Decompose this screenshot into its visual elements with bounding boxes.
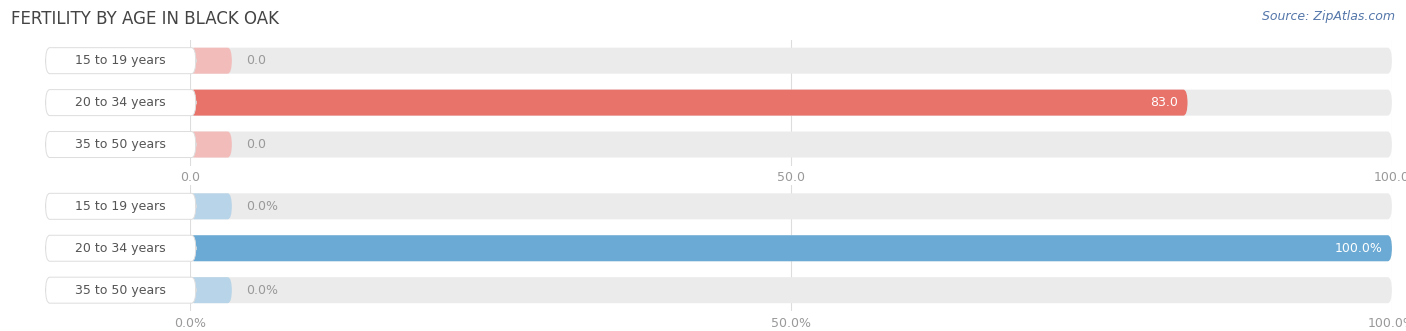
Text: 35 to 50 years: 35 to 50 years [76, 138, 166, 151]
FancyBboxPatch shape [45, 235, 195, 261]
Text: 100.0%: 100.0% [1334, 242, 1382, 255]
FancyBboxPatch shape [190, 193, 1392, 219]
FancyBboxPatch shape [190, 235, 1392, 261]
Text: 0.0: 0.0 [246, 138, 266, 151]
FancyBboxPatch shape [45, 90, 195, 116]
Text: 0.0%: 0.0% [246, 284, 278, 297]
Text: 0.0%: 0.0% [246, 200, 278, 213]
Text: 0.0: 0.0 [246, 54, 266, 67]
Text: FERTILITY BY AGE IN BLACK OAK: FERTILITY BY AGE IN BLACK OAK [11, 10, 280, 28]
Text: 15 to 19 years: 15 to 19 years [76, 200, 166, 213]
FancyBboxPatch shape [45, 277, 195, 303]
FancyBboxPatch shape [190, 48, 232, 74]
Text: 15 to 19 years: 15 to 19 years [76, 54, 166, 67]
FancyBboxPatch shape [190, 90, 1392, 116]
Text: 35 to 50 years: 35 to 50 years [76, 284, 166, 297]
Text: 20 to 34 years: 20 to 34 years [76, 242, 166, 255]
FancyBboxPatch shape [190, 48, 1392, 74]
FancyBboxPatch shape [190, 235, 1392, 261]
FancyBboxPatch shape [45, 48, 195, 74]
Text: Source: ZipAtlas.com: Source: ZipAtlas.com [1261, 10, 1395, 23]
FancyBboxPatch shape [45, 193, 195, 219]
Text: 83.0: 83.0 [1150, 96, 1178, 109]
FancyBboxPatch shape [190, 193, 232, 219]
FancyBboxPatch shape [190, 90, 1188, 116]
FancyBboxPatch shape [45, 131, 195, 158]
Text: 20 to 34 years: 20 to 34 years [76, 96, 166, 109]
FancyBboxPatch shape [190, 131, 232, 158]
FancyBboxPatch shape [190, 277, 232, 303]
FancyBboxPatch shape [190, 131, 1392, 158]
FancyBboxPatch shape [190, 277, 1392, 303]
